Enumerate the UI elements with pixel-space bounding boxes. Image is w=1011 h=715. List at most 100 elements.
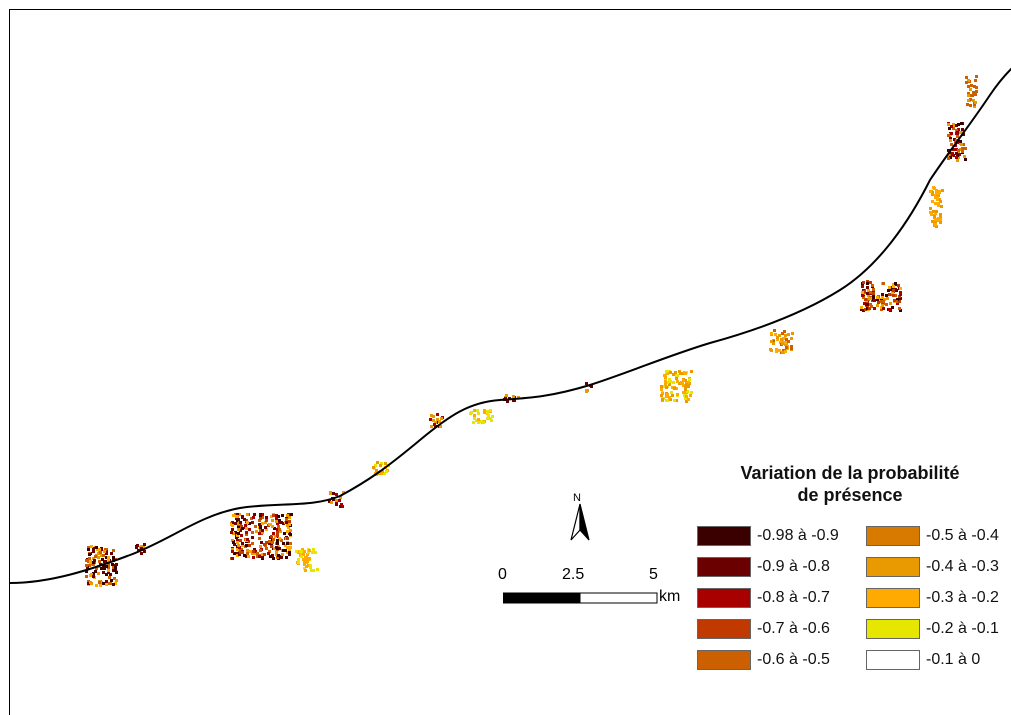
probability-pixel [957,149,960,152]
probability-pixel [951,152,954,155]
probability-pixel [880,300,883,303]
probability-pixel [140,545,143,548]
probability-pixel [961,128,964,131]
probability-pixel [289,542,292,545]
probability-pixel [276,534,279,537]
probability-pixel [235,515,238,518]
probability-pixel [937,192,940,195]
probability-pixel [898,295,901,298]
probability-pixel [307,558,310,561]
probability-pixel [267,552,270,555]
probability-pixel [252,550,255,553]
probability-pixel [959,148,962,151]
probability-pixel [241,544,244,547]
probability-pixel [974,101,977,104]
probability-pixel [307,564,310,567]
probability-pixel [234,531,237,534]
legend-swatch [866,557,920,577]
probability-pixel [929,190,932,193]
probability-pixel [100,581,103,584]
probability-pixel [246,552,249,555]
probability-pixel [135,546,138,549]
probability-pixel [259,515,262,518]
probability-pixel [935,189,938,192]
probability-pixel [101,558,104,561]
probability-pixel [258,519,261,522]
probability-pixel [105,552,108,555]
probability-pixel [269,555,272,558]
probability-pixel [272,557,275,560]
probability-pixel [668,378,671,381]
probability-pixel [247,540,250,543]
probability-pixel [888,293,891,296]
legend-label: -0.98 à -0.9 [757,527,839,544]
probability-pixel [100,554,103,557]
probability-pixel [94,570,97,573]
probability-pixel [254,550,257,553]
probability-pixel [143,543,146,546]
probability-pixel [236,554,239,557]
river-line [10,67,1011,584]
probability-pixel [896,302,899,305]
probability-pixel [682,379,685,382]
legend-label: -0.2 à -0.1 [926,620,999,637]
probability-pixel [687,385,690,388]
probability-pixel [136,544,139,547]
probability-pixel [238,553,241,556]
probability-pixel [231,524,234,527]
probability-pixel [265,541,268,544]
probability-pixel [864,298,867,301]
probability-pixel [243,554,246,557]
probability-pixel [861,285,864,288]
probability-pixel [341,505,344,508]
probability-pixel [231,557,234,560]
probability-pixel [889,302,892,305]
probability-pixel [934,202,937,205]
probability-pixel [898,307,901,310]
probability-pixel [275,514,278,517]
probability-pixel [303,563,306,566]
probability-pixel [98,548,101,551]
probability-pixel [934,212,937,215]
probability-pixel [240,525,243,528]
probability-pixel [270,515,273,518]
probability-pixel [972,99,975,102]
probability-pixel [959,131,962,134]
probability-pixel [304,556,307,559]
probability-pixel [892,285,895,288]
probability-pixel [238,546,241,549]
probability-pixel [967,94,970,97]
probability-pixel [975,90,978,93]
probability-pixel [438,420,441,423]
legend-swatch [697,557,751,577]
probability-pixel [660,385,663,388]
probability-pixel [880,308,883,311]
probability-pixel [949,156,952,159]
probability-pixel [342,491,345,494]
probability-pixel [239,523,242,526]
probability-pixel [140,552,143,555]
probability-pixel [664,380,667,383]
probability-pixel [931,200,934,203]
probability-pixel [952,148,955,151]
probability-pixel [274,535,277,538]
probability-pixel [892,289,895,292]
probability-pixel [861,291,864,294]
probability-pixel [791,332,794,335]
probability-pixel [92,547,95,550]
probability-pixel [869,303,872,306]
probability-pixel [684,397,687,400]
probability-pixel [776,338,779,341]
legend-label: -0.3 à -0.2 [926,589,999,606]
probability-pixel [432,419,435,422]
probability-pixel [260,541,263,544]
probability-pixel [781,351,784,354]
probability-pixel [956,135,959,138]
probability-pixel [286,551,289,554]
probability-pixel [666,381,669,384]
probability-pixel [784,341,787,344]
probability-pixel [268,550,271,553]
legend-label: -0.1 à 0 [926,651,981,668]
probability-pixel [237,524,240,527]
probability-pixel [307,551,310,554]
